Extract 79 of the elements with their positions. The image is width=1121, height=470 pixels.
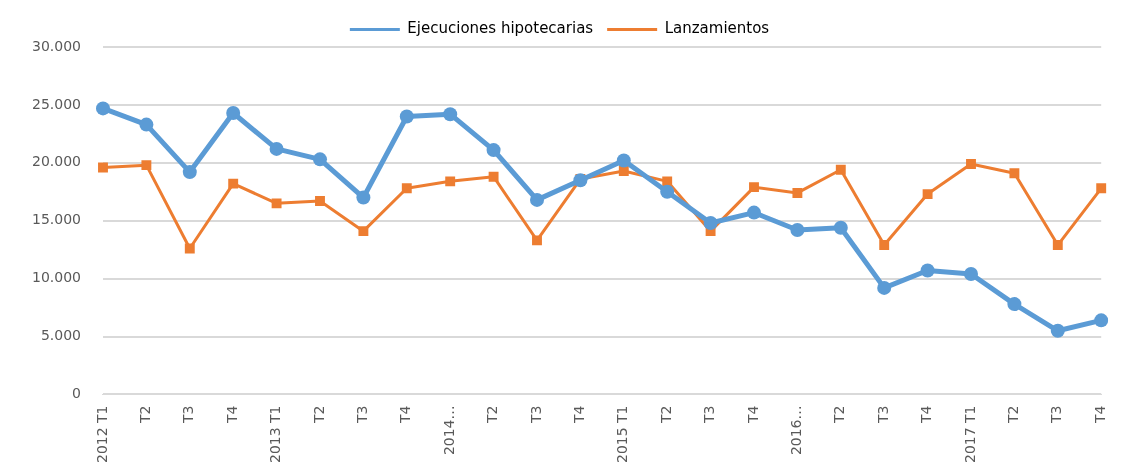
- point: [141, 160, 152, 171]
- x-tick-label: T3: [180, 405, 197, 424]
- point: [877, 280, 892, 295]
- point: [1094, 313, 1109, 328]
- point: [660, 184, 675, 199]
- x-tick-label: T4: [397, 405, 414, 424]
- x-tick-label: T4: [918, 405, 935, 424]
- point: [749, 182, 759, 193]
- point: [226, 106, 241, 121]
- x-tick-label: 2012 T1: [93, 405, 110, 464]
- point: [269, 141, 284, 156]
- point: [573, 173, 588, 188]
- point: [879, 240, 890, 250]
- point: [356, 190, 371, 205]
- legend-label: Ejecuciones hipotecarias: [407, 19, 594, 38]
- point: [703, 216, 718, 231]
- point: [399, 109, 414, 124]
- point: [445, 176, 456, 187]
- x-tick-label: T2: [831, 405, 848, 424]
- point: [532, 235, 542, 246]
- point: [747, 205, 761, 220]
- point: [486, 143, 501, 158]
- point: [95, 101, 110, 116]
- point: [1096, 183, 1107, 194]
- point: [964, 267, 978, 282]
- x-tick-label: T2: [484, 405, 501, 424]
- point: [790, 223, 805, 237]
- x-tick-label: T3: [1048, 405, 1065, 424]
- x-tick-label: T2: [310, 405, 327, 424]
- point: [792, 187, 803, 198]
- point: [271, 198, 282, 209]
- x-tick-label: T2: [137, 405, 154, 424]
- y-tick-label: 30.000: [31, 37, 81, 54]
- y-tick-label: 10.000: [31, 269, 81, 286]
- y-tick-label: 0: [72, 385, 81, 402]
- point: [1009, 168, 1020, 179]
- point: [358, 226, 369, 237]
- x-tick-label: 2017 T1: [961, 405, 978, 464]
- x-tick-label: T4: [1091, 405, 1108, 424]
- point: [312, 152, 327, 167]
- point: [184, 243, 195, 254]
- point: [616, 153, 631, 168]
- point: [443, 107, 458, 122]
- point: [228, 178, 239, 189]
- point: [139, 117, 154, 132]
- point: [833, 220, 848, 235]
- x-tick-label: T3: [874, 405, 891, 424]
- point: [835, 164, 846, 175]
- point: [1050, 323, 1065, 338]
- y-tick-label: 25.000: [31, 95, 81, 112]
- x-tick-label: T3: [354, 405, 371, 424]
- y-tick-label: 5.000: [40, 327, 81, 344]
- legend-label: Lanzamientos: [664, 19, 770, 38]
- x-tick-label: 2014…: [440, 405, 457, 456]
- point: [922, 189, 933, 200]
- point: [1007, 297, 1022, 312]
- point: [618, 165, 629, 176]
- x-tick-label: T3: [701, 405, 718, 424]
- x-tick-label: T4: [571, 405, 588, 424]
- x-tick-label: T3: [527, 405, 544, 424]
- x-tick-label: 2013 T1: [267, 405, 284, 464]
- point: [182, 165, 197, 180]
- x-tick-label: 2015 T1: [614, 405, 631, 464]
- point: [662, 176, 673, 187]
- point: [98, 162, 108, 173]
- point: [920, 263, 935, 278]
- y-tick-label: 20.000: [31, 153, 81, 170]
- point: [401, 183, 412, 194]
- x-tick-label: T2: [1005, 405, 1022, 424]
- x-tick-label: 2016…: [788, 405, 805, 456]
- point: [315, 196, 325, 206]
- point: [966, 159, 976, 169]
- point: [529, 192, 544, 207]
- x-tick-label: T4: [223, 405, 240, 424]
- y-tick-label: 15.000: [31, 211, 81, 228]
- point: [1052, 240, 1063, 250]
- x-tick-label: T4: [744, 405, 761, 424]
- point: [488, 171, 499, 182]
- x-tick-label: T2: [657, 405, 674, 424]
